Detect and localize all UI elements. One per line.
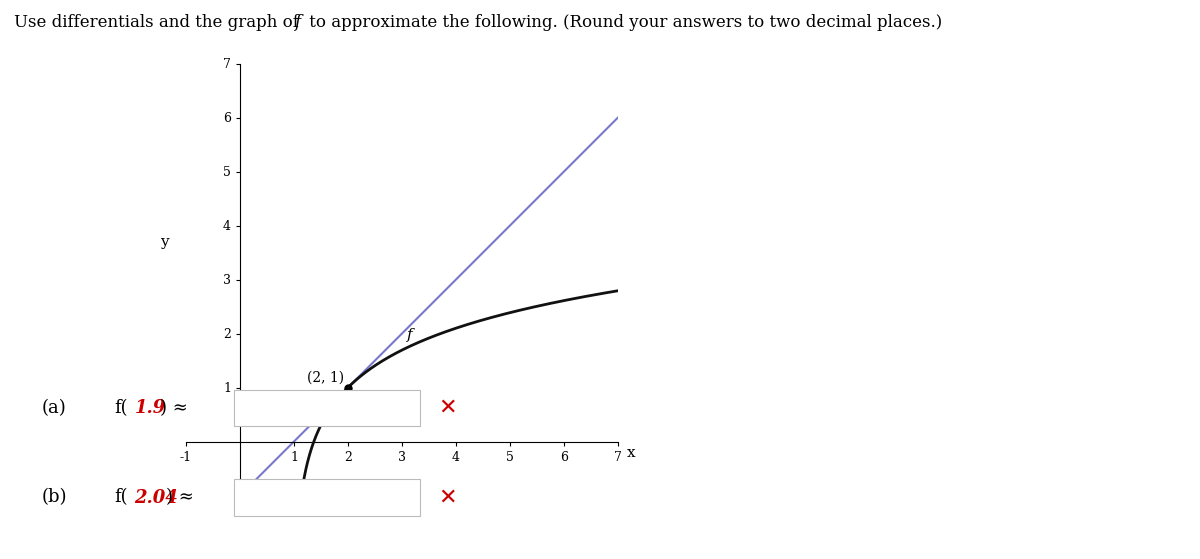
Text: ) ≈: ) ≈ <box>166 489 193 506</box>
Text: to approximate the following. (Round your answers to two decimal places.): to approximate the following. (Round you… <box>304 14 942 31</box>
X-axis label: x: x <box>626 446 635 460</box>
Text: f(: f( <box>114 489 127 506</box>
Text: ✕: ✕ <box>438 487 457 508</box>
Text: f: f <box>294 14 300 31</box>
Text: f: f <box>408 328 413 342</box>
Text: 1.9: 1.9 <box>134 399 166 417</box>
Text: (a): (a) <box>42 399 67 417</box>
Text: 2.04: 2.04 <box>134 489 178 506</box>
Y-axis label: y: y <box>160 235 169 249</box>
Text: (b): (b) <box>42 489 67 506</box>
Text: (2, 1): (2, 1) <box>306 371 343 385</box>
Text: Use differentials and the graph of: Use differentials and the graph of <box>14 14 305 31</box>
Text: ) ≈: ) ≈ <box>160 399 187 417</box>
Text: f(: f( <box>114 399 127 417</box>
Text: ✕: ✕ <box>438 398 457 418</box>
